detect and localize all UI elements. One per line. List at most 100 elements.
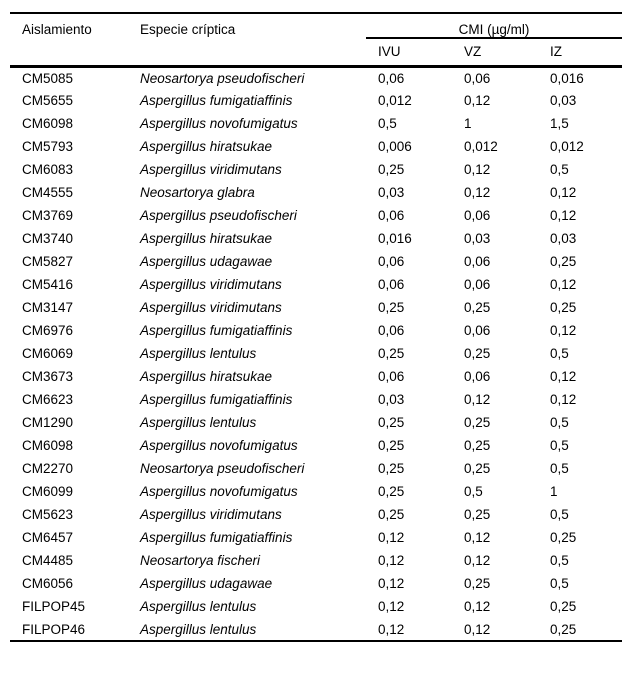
header-row-sub: IVU VZ IZ [10, 38, 622, 66]
mic-iz-cell: 1 [550, 484, 558, 499]
mic-iz-cell: 0,5 [550, 438, 569, 453]
mic-ivu-cell: 0,06 [378, 70, 405, 86]
mic-vz-cell: 0,5 [464, 484, 483, 499]
mic-vz-cell: 0,06 [464, 254, 491, 269]
isolate-cell: CM6098 [22, 116, 74, 131]
species-cell: Aspergillus novofumigatus [140, 116, 298, 131]
table-row: CM4555 Neosartorya glabra 0,03 0,12 0,12 [10, 181, 622, 204]
mic-iz-cell: 0,25 [550, 530, 577, 545]
isolate-cell: CM6457 [22, 530, 74, 545]
table-row: CM3673 Aspergillus hiratsukae 0,06 0,06 … [10, 365, 622, 388]
isolate-cell: CM5085 [22, 70, 74, 86]
species-cell: Aspergillus viridimutans [140, 507, 282, 522]
isolate-cell: CM6099 [22, 484, 74, 499]
mic-vz-cell: 0,12 [464, 93, 491, 108]
column-header-vz: VZ [464, 44, 482, 60]
mic-iz-cell: 0,25 [550, 599, 577, 614]
mic-vz-cell: 0,12 [464, 162, 491, 177]
mic-vz-cell: 0,25 [464, 415, 491, 430]
mic-iz-cell: 1,5 [550, 116, 569, 131]
table-row: CM6099 Aspergillus novofumigatus 0,25 0,… [10, 480, 622, 503]
mic-ivu-cell: 0,12 [378, 576, 405, 591]
mic-iz-cell: 0,5 [550, 576, 569, 591]
table-row: CM5655 Aspergillus fumigatiaffinis 0,012… [10, 89, 622, 112]
mic-iz-cell: 0,016 [550, 70, 584, 86]
isolate-cell: CM5655 [22, 93, 74, 108]
mic-vz-cell: 0,06 [464, 70, 491, 86]
mic-ivu-cell: 0,006 [378, 139, 412, 154]
mic-ivu-cell: 0,016 [378, 231, 412, 246]
isolate-cell: CM4485 [22, 553, 74, 568]
species-cell: Aspergillus lentulus [140, 346, 257, 361]
mic-iz-cell: 0,03 [550, 231, 577, 246]
mic-iz-cell: 0,25 [550, 254, 577, 269]
mic-iz-cell: 0,5 [550, 553, 569, 568]
isolate-cell: CM3769 [22, 208, 74, 223]
column-header-ivu: IVU [378, 44, 401, 60]
mic-ivu-cell: 0,12 [378, 621, 405, 637]
mic-vz-cell: 0,012 [464, 139, 498, 154]
mic-ivu-cell: 0,06 [378, 369, 405, 384]
mic-iz-cell: 0,12 [550, 277, 577, 292]
species-cell: Neosartorya glabra [140, 185, 255, 200]
mic-iz-cell: 0,12 [550, 185, 577, 200]
table-body: CM5085 Neosartorya pseudofischeri 0,06 0… [10, 66, 622, 641]
header-row-top: Aislamiento Especie críptica CMI (µg/ml) [10, 13, 622, 39]
species-cell: Aspergillus novofumigatus [140, 438, 298, 453]
mic-iz-cell: 0,5 [550, 507, 569, 522]
mic-vz-cell: 0,12 [464, 621, 491, 637]
table-row: CM4485 Neosartorya fischeri 0,12 0,12 0,… [10, 549, 622, 572]
species-cell: Aspergillus fumigatiaffinis [140, 392, 293, 407]
isolate-cell: CM1290 [22, 415, 74, 430]
species-cell: Aspergillus udagawae [140, 576, 273, 591]
mic-vz-cell: 0,25 [464, 461, 491, 476]
isolate-cell: CM5416 [22, 277, 74, 292]
mic-ivu-cell: 0,5 [378, 116, 397, 131]
species-cell: Aspergillus hiratsukae [140, 231, 273, 246]
mic-table-container: Aislamiento Especie críptica CMI (µg/ml)… [10, 12, 622, 642]
table-row: CM6623 Aspergillus fumigatiaffinis 0,03 … [10, 388, 622, 411]
isolate-cell: CM4555 [22, 185, 74, 200]
table-row: CM1290 Aspergillus lentulus 0,25 0,25 0,… [10, 411, 622, 434]
mic-vz-cell: 0,12 [464, 530, 491, 545]
mic-ivu-cell: 0,06 [378, 323, 405, 338]
species-cell: Aspergillus fumigatiaffinis [140, 530, 293, 545]
mic-iz-cell: 0,012 [550, 139, 584, 154]
table-row: CM5827 Aspergillus udagawae 0,06 0,06 0,… [10, 250, 622, 273]
mic-ivu-cell: 0,03 [378, 185, 405, 200]
mic-ivu-cell: 0,06 [378, 208, 405, 223]
mic-vz-cell: 0,06 [464, 323, 491, 338]
table-row: CM3147 Aspergillus viridimutans 0,25 0,2… [10, 296, 622, 319]
isolate-cell: FILPOP45 [22, 599, 86, 614]
species-cell: Aspergillus viridimutans [140, 277, 282, 292]
isolate-cell: CM5793 [22, 139, 74, 154]
species-cell: Aspergillus viridimutans [140, 300, 282, 315]
mic-ivu-cell: 0,25 [378, 300, 405, 315]
mic-ivu-cell: 0,012 [378, 93, 412, 108]
table-row: CM2270 Neosartorya pseudofischeri 0,25 0… [10, 457, 622, 480]
mic-iz-cell: 0,03 [550, 93, 577, 108]
isolate-cell: CM6056 [22, 576, 74, 591]
mic-vz-cell: 0,25 [464, 438, 491, 453]
mic-vz-cell: 0,25 [464, 300, 491, 315]
species-cell: Neosartorya pseudofischeri [140, 70, 305, 86]
table-row: CM6069 Aspergillus lentulus 0,25 0,25 0,… [10, 342, 622, 365]
table-row: CM3769 Aspergillus pseudofischeri 0,06 0… [10, 204, 622, 227]
mic-iz-cell: 0,25 [550, 621, 577, 637]
species-cell: Aspergillus fumigatiaffinis [140, 323, 293, 338]
isolate-cell: FILPOP46 [22, 621, 86, 637]
isolate-cell: CM5827 [22, 254, 74, 269]
mic-ivu-cell: 0,12 [378, 553, 405, 568]
mic-vz-cell: 0,12 [464, 392, 491, 407]
table-row: CM3740 Aspergillus hiratsukae 0,016 0,03… [10, 227, 622, 250]
mic-iz-cell: 0,5 [550, 346, 569, 361]
mic-vz-cell: 0,12 [464, 599, 491, 614]
column-header-species: Especie críptica [140, 22, 236, 37]
mic-iz-cell: 0,12 [550, 392, 577, 407]
mic-ivu-cell: 0,25 [378, 438, 405, 453]
species-cell: Aspergillus lentulus [140, 621, 257, 637]
table-row: CM5793 Aspergillus hiratsukae 0,006 0,01… [10, 135, 622, 158]
mic-iz-cell: 0,25 [550, 300, 577, 315]
species-cell: Aspergillus pseudofischeri [140, 208, 297, 223]
species-cell: Aspergillus lentulus [140, 599, 257, 614]
